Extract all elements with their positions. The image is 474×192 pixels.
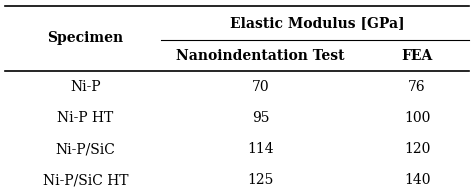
- Text: Ni-P: Ni-P: [70, 80, 100, 94]
- Text: 120: 120: [404, 142, 430, 156]
- Text: 125: 125: [247, 173, 274, 187]
- Text: Specimen: Specimen: [47, 31, 123, 45]
- Text: Ni-P HT: Ni-P HT: [57, 111, 113, 125]
- Text: 76: 76: [408, 80, 426, 94]
- Text: Elastic Modulus [GPa]: Elastic Modulus [GPa]: [230, 16, 405, 30]
- Text: Nanoindentation Test: Nanoindentation Test: [176, 49, 345, 63]
- Text: 100: 100: [404, 111, 430, 125]
- Text: 140: 140: [404, 173, 430, 187]
- Text: 95: 95: [252, 111, 269, 125]
- Text: FEA: FEA: [401, 49, 433, 63]
- Text: Ni-P/SiC: Ni-P/SiC: [55, 142, 115, 156]
- Text: 70: 70: [252, 80, 270, 94]
- Text: 114: 114: [247, 142, 274, 156]
- Text: Ni-P/SiC HT: Ni-P/SiC HT: [43, 173, 128, 187]
